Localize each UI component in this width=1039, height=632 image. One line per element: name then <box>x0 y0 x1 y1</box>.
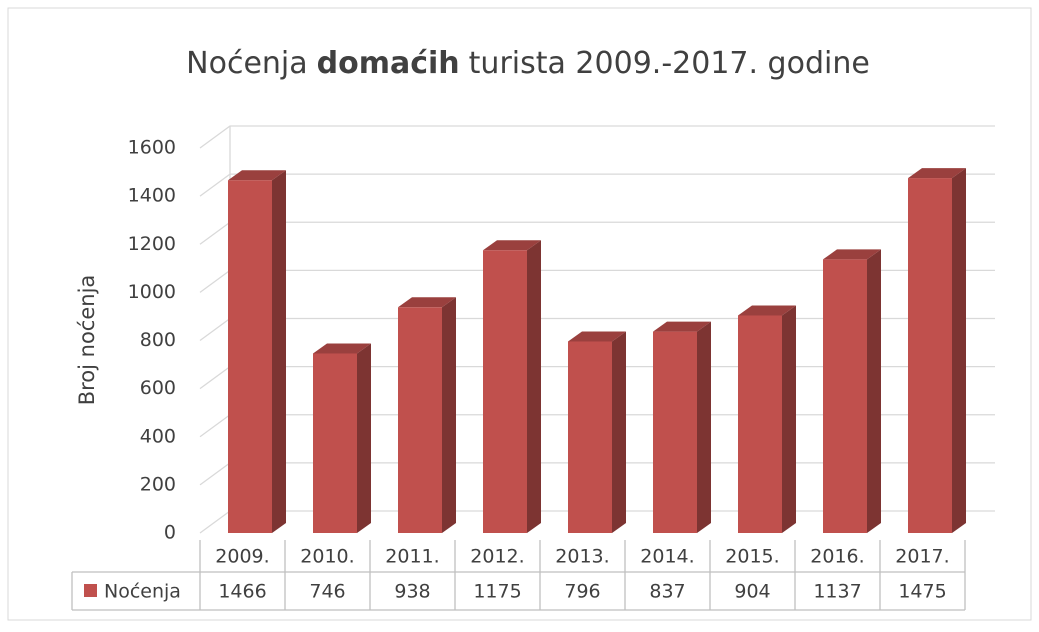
bar-face <box>697 321 711 533</box>
x-tick-label: 2017. <box>895 546 949 568</box>
bar <box>568 331 626 533</box>
x-tick-label: 2012. <box>470 546 524 568</box>
bar-face <box>952 168 966 533</box>
table-value: 1475 <box>898 581 946 603</box>
bar-face <box>738 315 782 533</box>
bar-face <box>568 331 626 342</box>
title-part: domaćih <box>317 46 460 81</box>
bar-face <box>823 259 867 533</box>
x-tick-label: 2011. <box>385 546 439 568</box>
y-tick-label: 600 <box>140 377 176 399</box>
table-value: 904 <box>734 581 770 603</box>
table-value: 1175 <box>473 581 521 603</box>
title-part: Noćenja <box>186 46 307 81</box>
x-tick-label: 2009. <box>215 546 269 568</box>
x-tick-label: 2014. <box>640 546 694 568</box>
bar-face <box>823 249 881 260</box>
x-tick-label: 2016. <box>810 546 864 568</box>
y-tick-label: 200 <box>140 473 176 495</box>
bar-face <box>357 343 371 533</box>
table-value: 796 <box>564 581 600 603</box>
bar <box>398 297 456 533</box>
bar-face <box>313 343 371 354</box>
x-tick-label: 2013. <box>555 546 609 568</box>
x-tick-label: 2010. <box>300 546 354 568</box>
bar-face <box>738 305 796 316</box>
bar-face <box>483 240 541 251</box>
bar-face <box>527 240 541 533</box>
table-value: 1137 <box>813 581 861 603</box>
legend-label: Noćenja <box>104 581 181 603</box>
bar <box>908 168 966 533</box>
legend-swatch <box>84 584 97 597</box>
bar <box>483 240 541 533</box>
y-tick-label: 1600 <box>128 137 176 159</box>
x-tick-label: 2015. <box>725 546 779 568</box>
table-value: 1466 <box>218 581 266 603</box>
bar-face <box>653 331 697 533</box>
y-tick-label: 1000 <box>128 281 176 303</box>
bar-face <box>483 250 527 533</box>
bar-face <box>908 178 952 533</box>
bar-face <box>653 321 711 332</box>
bar-face <box>398 297 456 308</box>
bar <box>738 305 796 533</box>
bar-face <box>313 353 357 533</box>
bar-face <box>228 180 272 533</box>
bar-face <box>867 249 881 534</box>
bar-face <box>398 307 442 533</box>
bar <box>653 321 711 533</box>
bar <box>228 170 286 533</box>
bar-face <box>568 341 612 533</box>
chart-title: Noćenja domaćih turista 2009.-2017. godine <box>186 46 870 81</box>
title-part: turista 2009.-2017. godine <box>469 46 870 81</box>
bar-face <box>612 331 626 533</box>
bar-face <box>442 297 456 533</box>
y-tick-label: 1200 <box>128 233 176 255</box>
bar-face <box>908 168 966 179</box>
y-tick-label: 800 <box>140 329 176 351</box>
bar <box>313 343 371 533</box>
bar-face <box>782 305 796 533</box>
y-tick-label: 400 <box>140 425 176 447</box>
y-tick-label: 1400 <box>128 185 176 207</box>
table-value: 746 <box>309 581 345 603</box>
table-value: 837 <box>649 581 685 603</box>
bar-face <box>272 170 286 533</box>
table-value: 938 <box>394 581 430 603</box>
bar <box>823 249 881 534</box>
y-tick-label: 0 <box>164 522 176 544</box>
y-axis-title: Broj noćenja <box>75 275 99 406</box>
bar-face <box>228 170 286 181</box>
